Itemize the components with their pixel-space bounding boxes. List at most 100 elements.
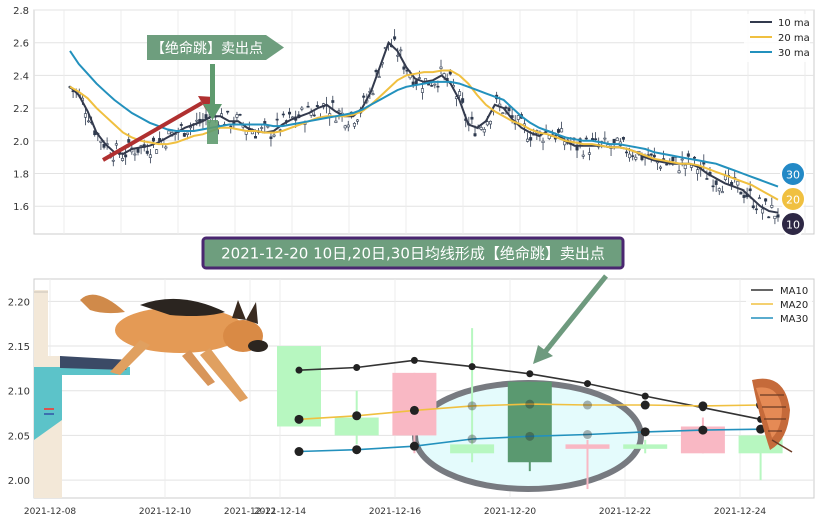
top-candle-body (575, 146, 579, 151)
bottom-point-MA10 (295, 366, 303, 374)
bottom-y-ticks: 2.00 2.05 2.10 2.15 2.20 (8, 297, 30, 487)
bottom-point-MA30 (467, 434, 477, 444)
top-candle-body (501, 112, 505, 115)
top-candle-body (346, 124, 350, 128)
badge-20-label: 20 (786, 194, 800, 207)
callout-banner: 2021-12-20 10日,20日,30日均线形成【绝命跳】卖出点 (201, 236, 625, 270)
dog-illustration (80, 294, 268, 402)
top-candle-body (628, 153, 632, 159)
top-candle-body (485, 121, 489, 126)
top-candle-body (337, 110, 341, 113)
top-candle-body (754, 208, 758, 211)
top-candle-body (275, 118, 279, 121)
bottom-point-MA20 (583, 400, 592, 410)
top-candle-body (584, 137, 588, 140)
bottom-point-MA20 (409, 405, 419, 415)
top-candle-body (167, 130, 171, 135)
top-candle-body (652, 154, 656, 158)
callout-text: 2021-12-20 10日,20日,30日均线形成【绝命跳】卖出点 (221, 245, 605, 263)
top-candle-body (414, 80, 418, 85)
bottom-point-MA30 (352, 445, 362, 455)
top-candle-body (560, 128, 564, 133)
top-candle-body (625, 151, 629, 154)
top-candle-body (136, 148, 140, 153)
diving-board-illustration (34, 290, 130, 498)
top-candle-body (315, 105, 319, 107)
top-candle-body (458, 91, 462, 96)
bottom-candle-body (565, 444, 610, 449)
top-candle-body (556, 129, 560, 133)
top-candle-body (461, 98, 465, 103)
callout-arrow (533, 274, 608, 364)
top-candle-body (343, 125, 347, 129)
badge-30-label: 30 (786, 169, 800, 182)
top-candle-body (470, 116, 474, 120)
top-candle-body (776, 214, 780, 218)
bottom-x-tick-label: 2021-12-16 (369, 507, 422, 517)
top-candle-body (634, 156, 638, 160)
top-candle-body (374, 70, 378, 73)
bottom-y-tick-label: 2.20 (8, 297, 30, 308)
top-candle-body (742, 195, 746, 198)
top-candle-body (371, 93, 375, 95)
shrimp-illustration (752, 378, 793, 453)
bottom-grid (34, 279, 814, 498)
top-candle-body (659, 166, 663, 169)
top-candle-body (399, 49, 403, 52)
top-candle-body (362, 95, 366, 98)
top-candle-body (430, 85, 434, 87)
top-candle-body (761, 208, 765, 214)
bottom-x-ticks: 2021-12-08 2021-12-10 2021-12-122021-12-14… (24, 507, 767, 517)
top-candle-body (603, 137, 607, 140)
top-candle-body (356, 119, 360, 122)
top-candle-body (436, 85, 440, 88)
top-candle-body (281, 113, 285, 116)
top-candle-body (195, 119, 199, 122)
top-candle-body (402, 66, 406, 70)
top-candle-body (665, 163, 669, 166)
top-y-tick-label: 2.0 (13, 137, 29, 148)
bottom-point-MA20 (294, 414, 304, 424)
top-candle-body (111, 159, 115, 162)
bottom-point-MA10 (353, 363, 361, 371)
top-candle-body (300, 107, 304, 110)
bottom-point-MA10 (641, 392, 649, 400)
bottom-line-MA30 (298, 428, 761, 453)
bottom-point-MA30 (409, 441, 419, 451)
top-candle-body (680, 158, 684, 161)
top-candle-body (563, 141, 567, 146)
bottom-point-MA20 (698, 401, 708, 411)
top-candle-body (121, 158, 125, 161)
top-candle-body (686, 153, 690, 157)
top-ma-lines (69, 40, 779, 214)
bottom-x-tick-label: 2021-12-22 (599, 507, 651, 517)
ma-badges: 30 20 10 (780, 161, 806, 237)
top-candle-body (714, 180, 718, 185)
top-y-tick-label: 2.2 (13, 104, 29, 115)
sell-label-banner: 【绝命跳】卖出点 (147, 35, 284, 60)
top-candle-body (179, 124, 183, 126)
top-candle-body (479, 127, 483, 130)
top-y-tick-label: 2.8 (13, 6, 29, 17)
sell-arrow (203, 64, 222, 144)
top-candle-body (516, 115, 520, 120)
top-candle-body (757, 197, 761, 200)
top-line-30-ma (69, 50, 779, 188)
top-candle-body (238, 113, 242, 116)
bottom-candle-body (392, 372, 437, 436)
bottom-point-MA30 (525, 431, 535, 441)
top-candle-body (751, 205, 755, 209)
top-candle-body (677, 170, 681, 174)
top-candle-body (764, 198, 768, 202)
badge-10-label: 10 (786, 219, 800, 232)
top-candle-body (164, 146, 168, 149)
top-candle-body (439, 66, 443, 69)
top-candle-body (182, 132, 186, 137)
top-candle-body (334, 120, 338, 123)
top-candle-body (736, 180, 740, 186)
top-candle-body (683, 164, 687, 169)
top-candle-body (133, 153, 137, 156)
top-candle-body (594, 138, 598, 140)
top-candle-body (114, 143, 118, 146)
